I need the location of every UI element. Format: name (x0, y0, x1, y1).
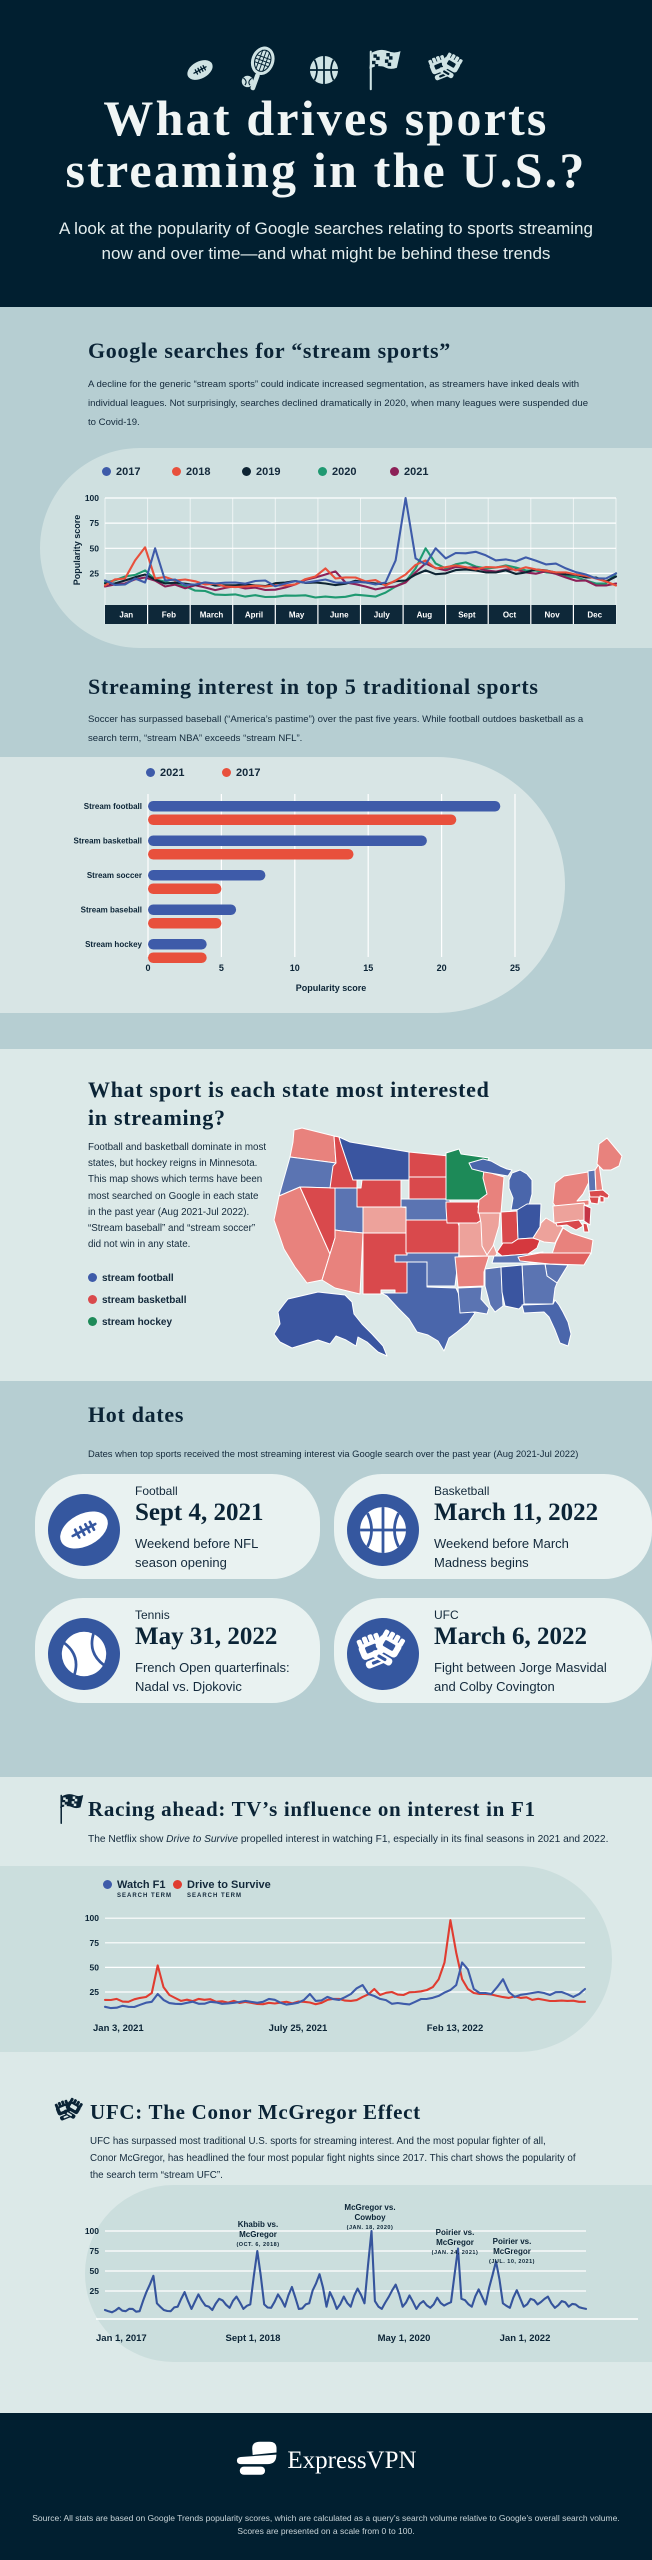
svg-text:Cowboy: Cowboy (354, 2213, 386, 2222)
svg-text:25: 25 (90, 568, 100, 578)
svg-text:(JUL. 10, 2021): (JUL. 10, 2021) (489, 2259, 535, 2265)
svg-text:May 1, 2020: May 1, 2020 (378, 2333, 431, 2344)
svg-text:50: 50 (90, 2266, 100, 2276)
svg-text:50: 50 (90, 543, 100, 553)
svg-text:75: 75 (90, 1938, 100, 1948)
svg-text:McGregor: McGregor (436, 2238, 474, 2247)
svg-text:Aug: Aug (417, 611, 433, 620)
svg-text:25: 25 (510, 963, 520, 973)
svg-text:April: April (245, 611, 263, 620)
svg-text:5: 5 (219, 963, 224, 973)
svg-text:June: June (330, 611, 349, 620)
svg-text:Feb: Feb (162, 611, 176, 620)
svg-text:25: 25 (90, 1987, 100, 1997)
svg-text:Jan: Jan (119, 611, 133, 620)
svg-text:Jan 3, 2021: Jan 3, 2021 (93, 2023, 144, 2034)
svg-text:Poirier vs.: Poirier vs. (493, 2237, 532, 2246)
svg-text:Stream soccer: Stream soccer (87, 871, 142, 880)
svg-text:Popularity score: Popularity score (296, 983, 367, 993)
svg-text:July 25, 2021: July 25, 2021 (269, 2023, 328, 2034)
svg-text:10: 10 (290, 963, 300, 973)
svg-text:Jan 1, 2022: Jan 1, 2022 (500, 2333, 551, 2344)
svg-text:(OCT. 6, 2018): (OCT. 6, 2018) (236, 2242, 279, 2248)
svg-text:Stream hockey: Stream hockey (85, 940, 142, 949)
svg-text:100: 100 (85, 2226, 99, 2236)
svg-text:Jan 1, 2017: Jan 1, 2017 (96, 2333, 147, 2344)
svg-text:(JAN. 18, 2020): (JAN. 18, 2020) (347, 2225, 394, 2231)
svg-text:0: 0 (145, 963, 150, 973)
svg-text:75: 75 (90, 518, 100, 528)
svg-text:Sept 1, 2018: Sept 1, 2018 (226, 2333, 281, 2344)
svg-text:July: July (374, 611, 391, 620)
svg-text:100: 100 (85, 493, 99, 503)
svg-text:May: May (289, 611, 305, 620)
svg-text:McGregor: McGregor (493, 2247, 531, 2256)
svg-text:Khabib vs.: Khabib vs. (238, 2220, 278, 2229)
svg-text:Poirier vs.: Poirier vs. (436, 2228, 475, 2237)
svg-text:20: 20 (437, 963, 447, 973)
svg-text:Popularity score: Popularity score (72, 515, 82, 586)
svg-text:Sept: Sept (458, 611, 476, 620)
svg-text:(JAN. 24, 2021): (JAN. 24, 2021) (432, 2250, 479, 2256)
svg-text:March: March (200, 611, 224, 620)
svg-text:Dec: Dec (587, 611, 602, 620)
svg-text:Oct: Oct (503, 611, 517, 620)
svg-text:Nov: Nov (545, 611, 561, 620)
svg-text:100: 100 (85, 1913, 99, 1923)
svg-text:50: 50 (90, 1962, 100, 1972)
svg-text:75: 75 (90, 2246, 100, 2256)
svg-text:McGregor: McGregor (239, 2230, 277, 2239)
svg-text:Feb 13, 2022: Feb 13, 2022 (427, 2023, 484, 2034)
svg-text:Stream basketball: Stream basketball (74, 837, 142, 846)
svg-text:15: 15 (363, 963, 373, 973)
svg-text:McGregor vs.: McGregor vs. (344, 2203, 395, 2212)
svg-text:Stream football: Stream football (84, 802, 142, 811)
svg-text:Stream baseball: Stream baseball (81, 906, 142, 915)
svg-text:25: 25 (90, 2286, 100, 2296)
